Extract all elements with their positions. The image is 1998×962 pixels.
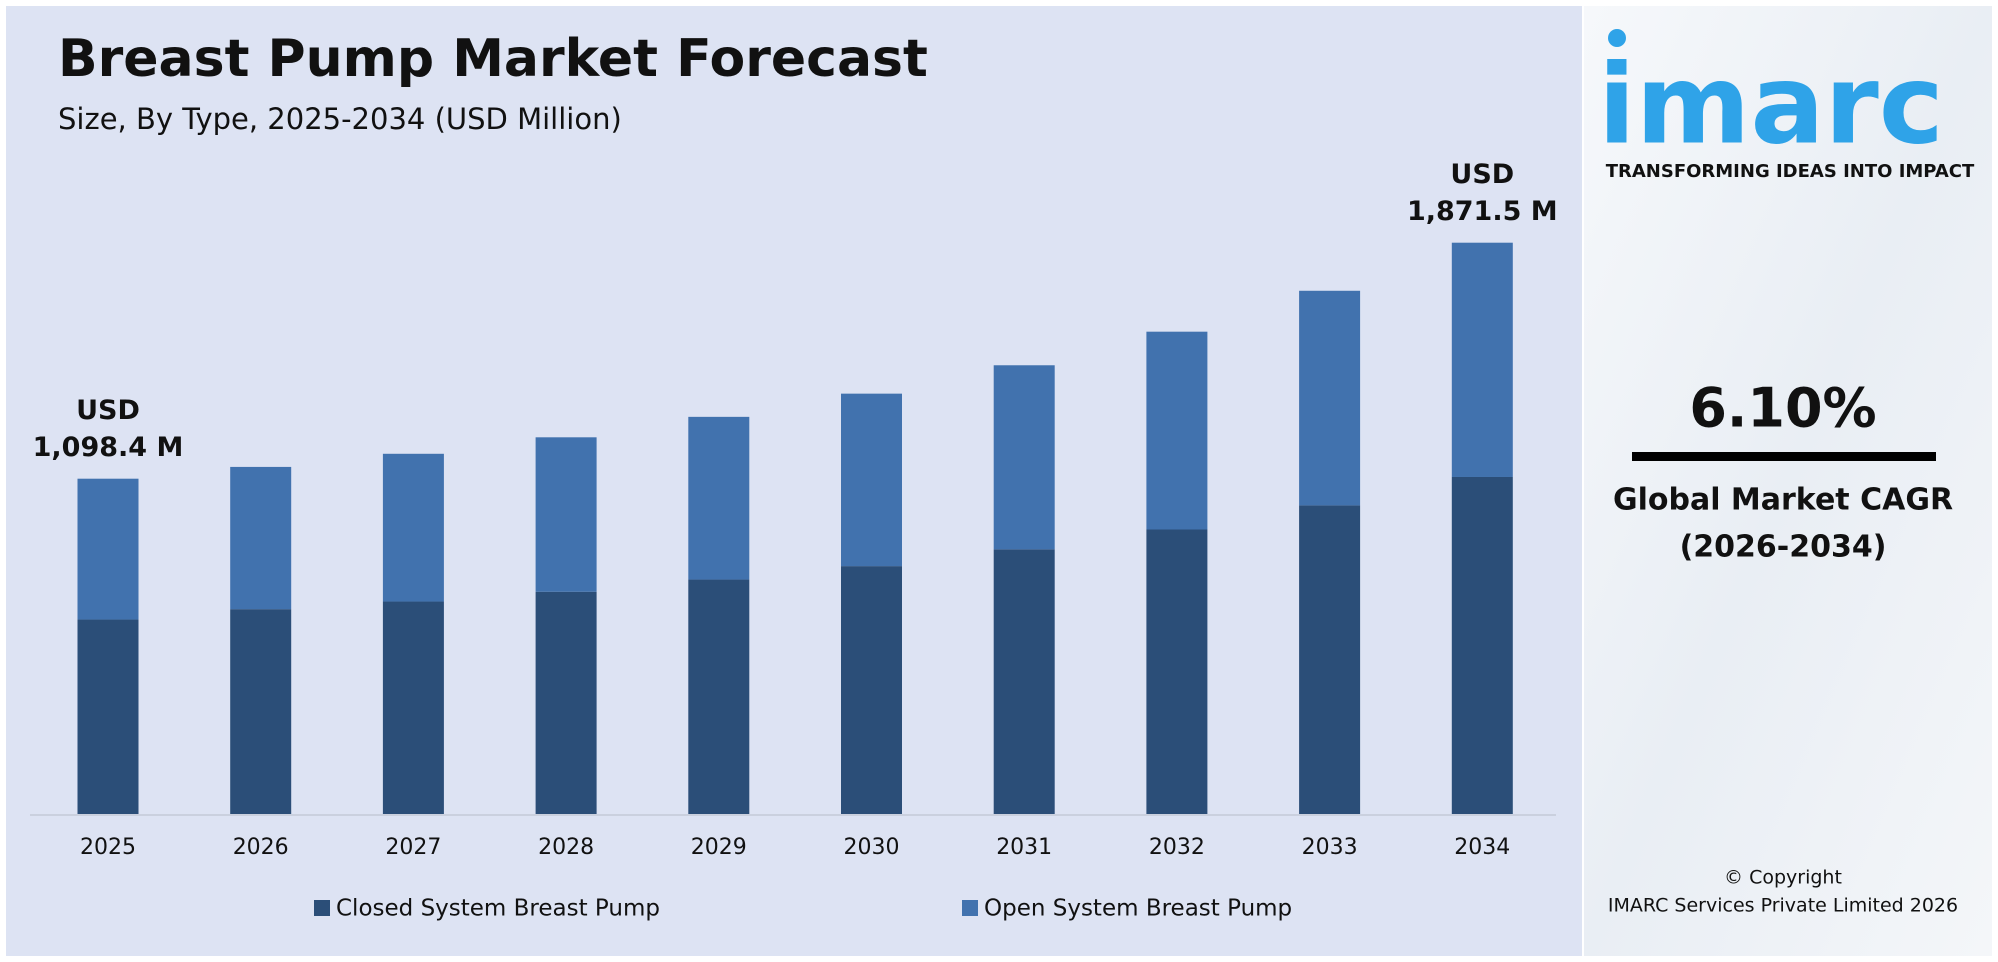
- bar-segment: [1451, 242, 1513, 477]
- legend-label: Open System Breast Pump: [984, 896, 1292, 922]
- x-tick-label: 2026: [233, 835, 289, 860]
- bar-segment: [77, 478, 139, 620]
- bar-segment: [77, 619, 139, 814]
- cagr-label: Global Market CAGR: [1613, 483, 1953, 518]
- x-tick-label: 2025: [80, 835, 136, 860]
- chart-subtitle: Size, By Type, 2025-2034 (USD Million): [58, 102, 622, 136]
- bar-segment: [1146, 331, 1208, 530]
- bar-segment: [688, 416, 750, 580]
- bar-segment: [1299, 505, 1361, 814]
- cagr-value: 6.10%: [1689, 377, 1876, 440]
- bar-segment: [535, 591, 597, 814]
- logo-dot: [1608, 29, 1626, 47]
- sidebar-panel: [1584, 6, 1992, 956]
- bar-segment: [993, 549, 1055, 814]
- legend-label: Closed System Breast Pump: [336, 896, 660, 922]
- x-tick-label: 2030: [844, 835, 900, 860]
- bar-segment: [1299, 290, 1361, 506]
- x-tick-label: 2034: [1454, 835, 1510, 860]
- x-tick-label: 2032: [1149, 835, 1205, 860]
- copyright: © Copyright: [1724, 867, 1842, 889]
- bar-segment: [1146, 529, 1208, 814]
- annotation: 1,098.4 M: [33, 432, 184, 463]
- annotation: USD: [76, 395, 140, 426]
- bar-segment: [382, 601, 444, 814]
- x-tick-label: 2033: [1302, 835, 1358, 860]
- annotation: USD: [1450, 159, 1514, 190]
- cagr-label: (2026-2034): [1680, 530, 1887, 565]
- bar-segment: [688, 579, 750, 814]
- bar-segment: [382, 453, 444, 602]
- bar-segment: [230, 466, 292, 610]
- chart-title: Breast Pump Market Forecast: [58, 29, 928, 89]
- annotation: 1,871.5 M: [1407, 196, 1558, 227]
- bar-segment: [841, 566, 902, 814]
- x-tick-label: 2029: [691, 835, 747, 860]
- bar-segment: [535, 437, 597, 592]
- bar-segment: [230, 609, 292, 814]
- x-tick-label: 2031: [996, 835, 1052, 860]
- cagr-rule: [1632, 452, 1936, 461]
- x-tick-label: 2027: [385, 835, 441, 860]
- tagline: TRANSFORMING IDEAS INTO IMPACT: [1606, 161, 1975, 182]
- bar-segment: [1451, 476, 1513, 814]
- copyright: IMARC Services Private Limited 2026: [1608, 895, 1958, 917]
- x-tick-label: 2028: [538, 835, 594, 860]
- bar-segment: [993, 365, 1055, 550]
- bar-segment: [841, 393, 902, 567]
- legend-swatch: [962, 900, 978, 916]
- legend-swatch: [314, 900, 330, 916]
- logo: imarc: [1598, 40, 1944, 168]
